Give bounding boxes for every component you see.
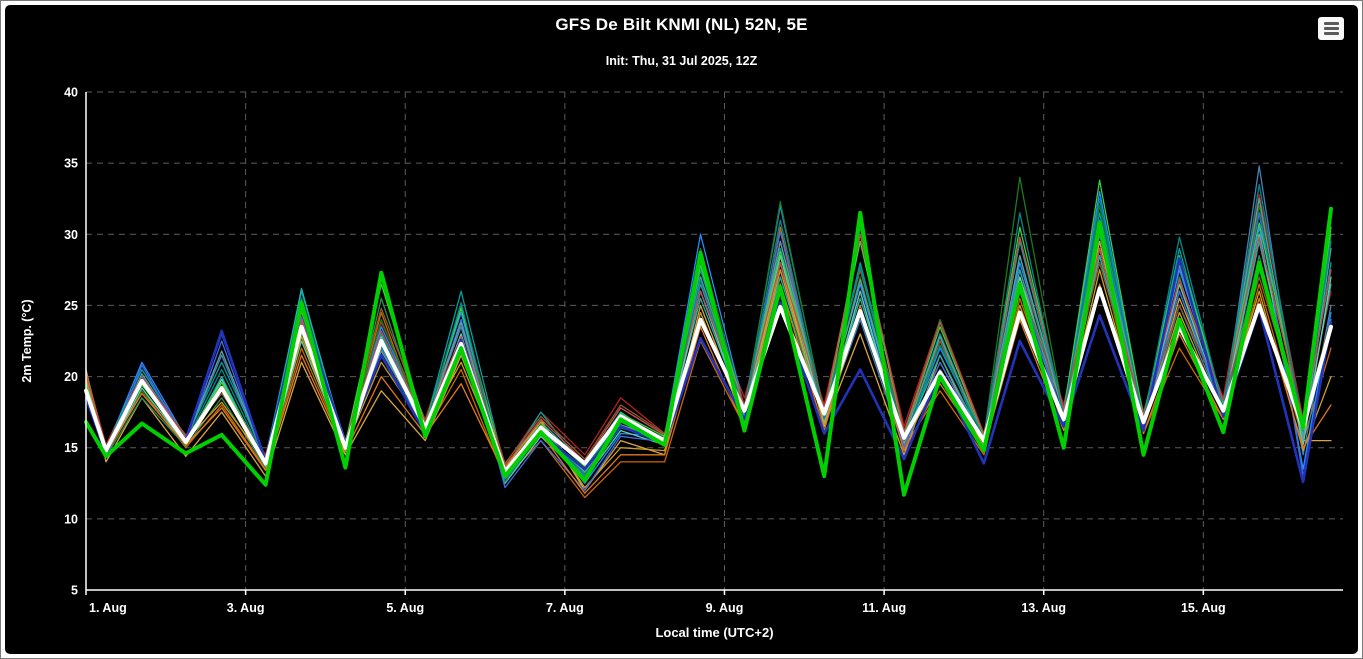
hamburger-icon <box>1323 22 1339 25</box>
y-tick-label: 40 <box>64 86 78 100</box>
y-tick-label: 15 <box>64 441 78 455</box>
series-line-control <box>84 257 1333 484</box>
axes: 1. Aug 3. Aug 5. Aug 7. Aug 9. Aug 11. Aug 13.… <box>20 86 1343 640</box>
chart-canvas: 1. Aug 3. Aug 5. Aug 7. Aug 9. Aug 11. Aug 13.… <box>20 86 1343 640</box>
y-tick-label: 5 <box>71 584 78 598</box>
chart-subtitle: Init: Thu, 31 Jul 2025, 12Z <box>605 54 758 68</box>
x-tick-label: 5. Aug <box>386 601 424 615</box>
x-tick-label: 3. Aug <box>227 601 265 615</box>
chart-context-menu-button[interactable] <box>1318 17 1344 40</box>
y-tick-label: 20 <box>64 370 78 384</box>
y-tick-label: 25 <box>64 299 78 313</box>
x-tick-label: 13. Aug <box>1021 601 1066 615</box>
x-tick-label: 1. Aug <box>89 601 127 615</box>
y-tick-label: 10 <box>64 512 78 526</box>
y-tick-label: 35 <box>64 157 78 171</box>
x-tick-label: 7. Aug <box>546 601 584 615</box>
x-tick-label: 9. Aug <box>706 601 744 615</box>
y-tick-label: 30 <box>64 228 78 242</box>
chart-title: GFS De Bilt KNMI (NL) 52N, 5E <box>555 15 808 34</box>
x-tick-label: 11. Aug <box>862 601 906 615</box>
hamburger-icon <box>1323 32 1339 35</box>
series-line-member-06 <box>85 212 1332 470</box>
x-axis-title: Local time (UTC+2) <box>655 625 773 640</box>
chart-panel: GFS De Bilt KNMI (NL) 52N, 5E Init: Thu,… <box>5 5 1358 654</box>
hamburger-icon <box>1323 27 1339 30</box>
x-tick-label: 15. Aug <box>1181 601 1226 615</box>
series-group <box>84 165 1333 499</box>
series-line-operational <box>84 206 1333 497</box>
y-axis-title: 2m Temp. (°C) <box>20 299 34 382</box>
